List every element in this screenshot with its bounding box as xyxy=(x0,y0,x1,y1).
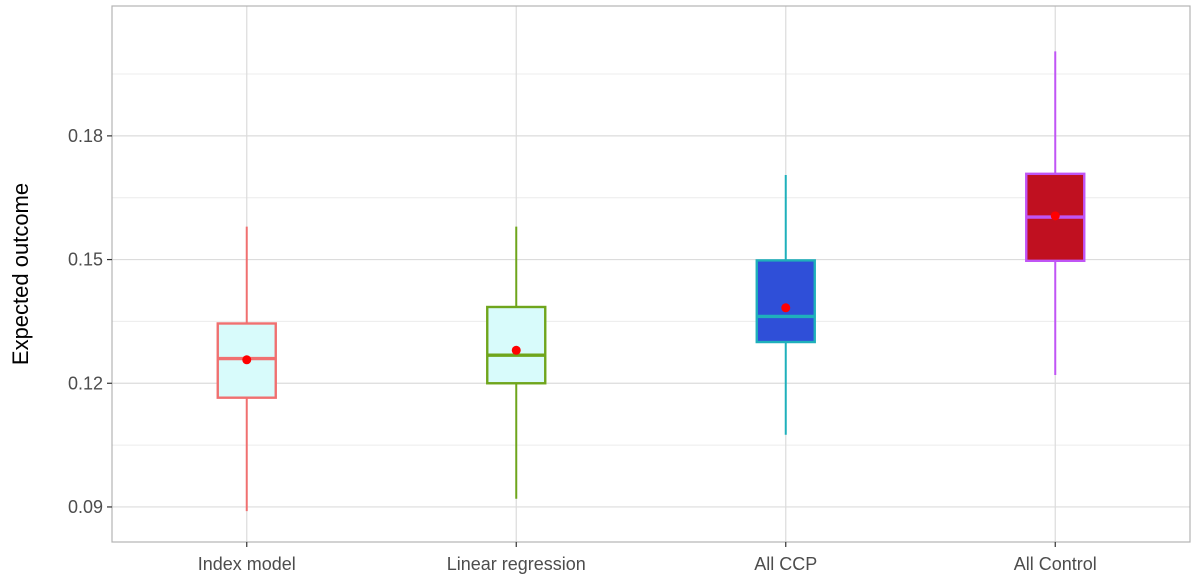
mean-point xyxy=(242,355,252,365)
y-tick-label: 0.18 xyxy=(68,126,103,146)
grid-lines xyxy=(112,6,1190,542)
mean-point xyxy=(781,303,791,313)
plot-panel-border xyxy=(111,5,1191,543)
x-tick-label: Index model xyxy=(198,554,296,574)
box-all-control xyxy=(1025,51,1086,376)
box-all-ccp xyxy=(755,175,816,435)
x-tick-label: All CCP xyxy=(754,554,817,574)
box-iqr xyxy=(486,305,547,385)
x-axis-ticks: Index model Linear regression All CCP All C… xyxy=(198,542,1097,574)
mean-point xyxy=(1050,211,1060,221)
box-iqr xyxy=(755,259,816,344)
box-index-model xyxy=(216,226,277,512)
y-axis-ticks: 0.09 0.12 0.15 0.18 xyxy=(68,126,112,517)
y-axis-title: Expected outcome xyxy=(8,183,33,365)
y-tick-label: 0.09 xyxy=(68,497,103,517)
mean-point xyxy=(511,345,521,355)
x-tick-label: Linear regression xyxy=(447,554,586,574)
box-plot-series xyxy=(216,51,1086,512)
y-tick-label: 0.15 xyxy=(68,250,103,270)
x-tick-label: All Control xyxy=(1014,554,1097,574)
y-tick-label: 0.12 xyxy=(68,373,103,393)
box-linear-regression xyxy=(486,226,547,499)
